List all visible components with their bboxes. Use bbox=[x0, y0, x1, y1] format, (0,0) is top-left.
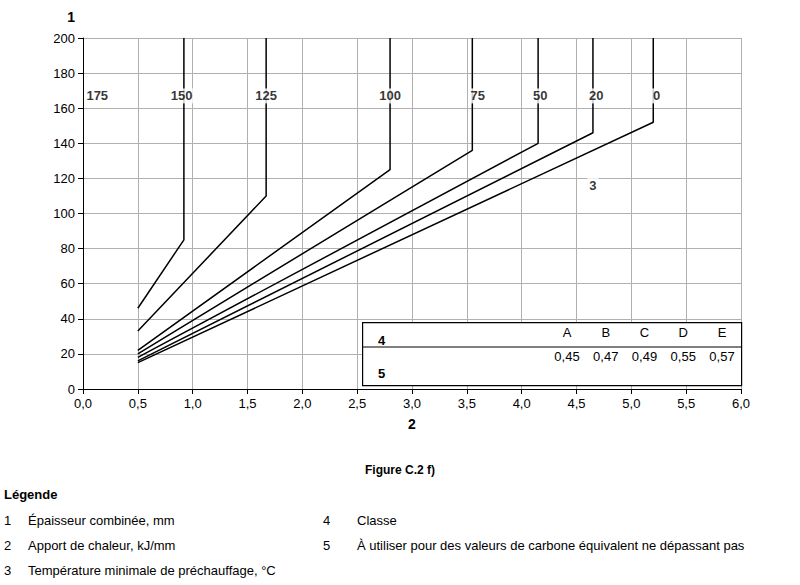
svg-text:5,0: 5,0 bbox=[622, 396, 640, 411]
svg-text:3,5: 3,5 bbox=[458, 396, 476, 411]
html-text:Légende: Légende bbox=[4, 487, 58, 502]
svg-text:0,57: 0,57 bbox=[709, 349, 734, 364]
svg-text:1,5: 1,5 bbox=[238, 396, 256, 411]
svg-text:4,0: 4,0 bbox=[513, 396, 531, 411]
svg-text:125: 125 bbox=[255, 88, 277, 103]
svg-text:5,5: 5,5 bbox=[677, 396, 695, 411]
svg-text:75: 75 bbox=[471, 88, 485, 103]
svg-text:C: C bbox=[640, 325, 649, 340]
svg-text:40: 40 bbox=[61, 311, 75, 326]
svg-text:5: 5 bbox=[378, 366, 385, 381]
svg-text:0,49: 0,49 bbox=[632, 349, 657, 364]
svg-text:140: 140 bbox=[53, 136, 75, 151]
html-text:Épaisseur combinée, mm: Épaisseur combinée, mm bbox=[28, 513, 175, 528]
svg-text:0,45: 0,45 bbox=[554, 349, 579, 364]
svg-text:200: 200 bbox=[53, 31, 75, 46]
svg-text:100: 100 bbox=[53, 206, 75, 221]
svg-text:6,0: 6,0 bbox=[732, 396, 750, 411]
svg-text:2: 2 bbox=[408, 416, 416, 432]
svg-text:B: B bbox=[601, 325, 610, 340]
html-text:Apport de chaleur, kJ/mm: Apport de chaleur, kJ/mm bbox=[28, 538, 176, 553]
svg-text:1,0: 1,0 bbox=[184, 396, 202, 411]
html-text:1: 1 bbox=[4, 513, 12, 528]
svg-text:20: 20 bbox=[61, 346, 75, 361]
svg-text:80: 80 bbox=[61, 241, 75, 256]
svg-text:E: E bbox=[718, 325, 727, 340]
html-text:Classe: Classe bbox=[357, 513, 397, 528]
svg-text:2,0: 2,0 bbox=[293, 396, 311, 411]
svg-text:0,0: 0,0 bbox=[74, 396, 92, 411]
svg-text:4,5: 4,5 bbox=[567, 396, 585, 411]
svg-text:150: 150 bbox=[171, 88, 193, 103]
svg-text:175: 175 bbox=[86, 88, 108, 103]
svg-text:0,47: 0,47 bbox=[593, 349, 618, 364]
html-text:Figure C.2 f): Figure C.2 f) bbox=[365, 463, 435, 477]
svg-text:0: 0 bbox=[653, 88, 660, 103]
svg-text:2,5: 2,5 bbox=[348, 396, 366, 411]
svg-text:60: 60 bbox=[61, 276, 75, 291]
svg-text:100: 100 bbox=[379, 88, 401, 103]
svg-text:120: 120 bbox=[53, 171, 75, 186]
html-text:4: 4 bbox=[323, 513, 331, 528]
svg-text:0,55: 0,55 bbox=[671, 349, 696, 364]
html-text:Température minimale de précha: Température minimale de préchauffage, °C bbox=[28, 563, 276, 578]
html-text:2: 2 bbox=[4, 538, 12, 553]
svg-text:0,5: 0,5 bbox=[129, 396, 147, 411]
svg-text:3: 3 bbox=[589, 178, 596, 193]
svg-text:A: A bbox=[563, 325, 572, 340]
html-text:5: 5 bbox=[323, 538, 331, 553]
svg-text:D: D bbox=[679, 325, 688, 340]
svg-text:1: 1 bbox=[67, 9, 75, 25]
svg-text:20: 20 bbox=[589, 88, 603, 103]
svg-text:180: 180 bbox=[53, 66, 75, 81]
svg-text:50: 50 bbox=[533, 88, 547, 103]
svg-text:3,0: 3,0 bbox=[403, 396, 421, 411]
svg-text:0: 0 bbox=[68, 382, 75, 397]
svg-text:160: 160 bbox=[53, 101, 75, 116]
svg-text:4: 4 bbox=[378, 333, 386, 348]
html-text:3: 3 bbox=[4, 563, 12, 578]
html-text:À utiliser pour des valeurs de: À utiliser pour des valeurs de carbone é… bbox=[357, 538, 745, 553]
